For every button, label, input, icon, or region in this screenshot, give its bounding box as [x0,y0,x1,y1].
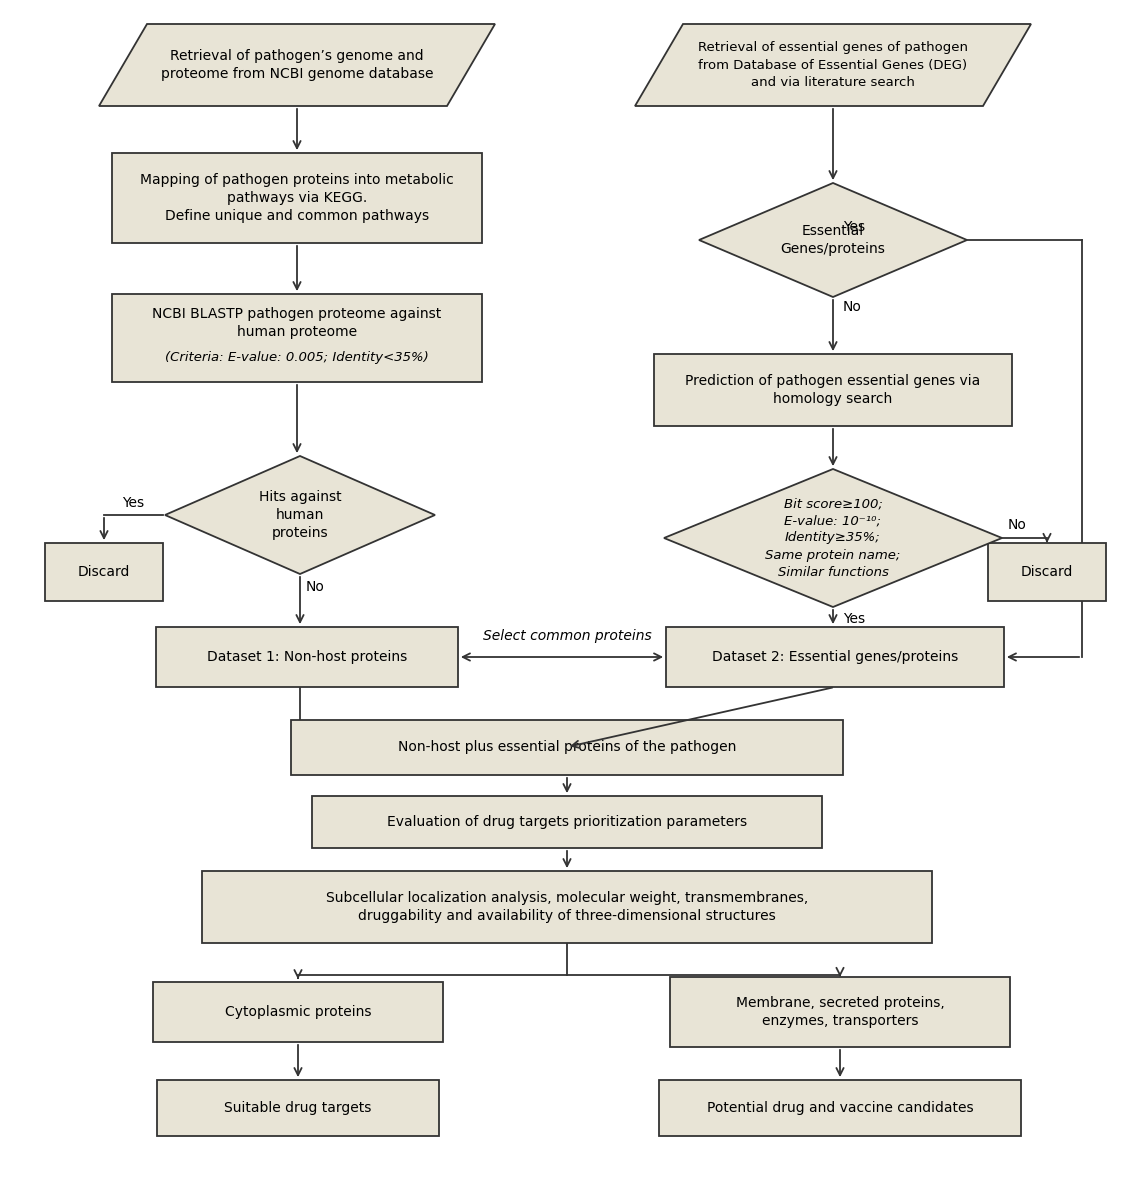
Text: Hits against
human
proteins: Hits against human proteins [258,489,341,540]
Text: Suitable drug targets: Suitable drug targets [224,1100,372,1115]
Text: Discard: Discard [1021,565,1073,579]
Bar [670,978,1010,1047]
Bar [666,626,1004,687]
Polygon shape [165,456,435,574]
Text: (Criteria: E-value: 0.005; Identity<35%): (Criteria: E-value: 0.005; Identity<35%) [165,351,429,364]
Text: Dataset 2: Essential genes/proteins: Dataset 2: Essential genes/proteins [712,650,959,664]
Text: Bit score≥100;
E-value: 10⁻¹⁰;
Identity≥35%;
Same protein name;
Similar function: Bit score≥100; E-value: 10⁻¹⁰; Identity≥… [765,498,901,578]
Text: No: No [1008,518,1026,532]
Bar [988,543,1106,600]
Bar [45,543,163,600]
Bar [312,795,823,847]
Text: Cytoplasmic proteins: Cytoplasmic proteins [224,1005,372,1019]
Bar [156,626,458,687]
Bar [654,353,1012,426]
Bar [202,871,932,943]
Text: Mapping of pathogen proteins into metabolic
pathways via KEGG.
Define unique and: Mapping of pathogen proteins into metabo… [140,173,454,223]
Text: Dataset 1: Non-host proteins: Dataset 1: Non-host proteins [207,650,407,664]
Text: Potential drug and vaccine candidates: Potential drug and vaccine candidates [707,1100,973,1115]
Text: Prediction of pathogen essential genes via
homology search: Prediction of pathogen essential genes v… [685,374,981,407]
Polygon shape [99,24,495,106]
Bar [153,982,443,1043]
Text: Retrieval of essential genes of pathogen
from Database of Essential Genes (DEG)
: Retrieval of essential genes of pathogen… [698,41,968,89]
Text: Yes: Yes [122,496,144,509]
Polygon shape [699,183,966,297]
Text: Retrieval of pathogen’s genome and
proteome from NCBI genome database: Retrieval of pathogen’s genome and prote… [161,48,433,82]
Text: No: No [306,580,325,595]
Text: Essential
Genes/proteins: Essential Genes/proteins [781,223,885,256]
Text: Non-host plus essential proteins of the pathogen: Non-host plus essential proteins of the … [398,740,736,754]
Text: Subcellular localization analysis, molecular weight, transmembranes,
druggabilit: Subcellular localization analysis, molec… [326,891,808,923]
Polygon shape [634,24,1031,106]
Bar [112,152,482,243]
Bar [291,720,843,774]
Bar [112,294,482,382]
Text: NCBI BLASTP pathogen proteome against
human proteome: NCBI BLASTP pathogen proteome against hu… [152,307,442,339]
Text: Discard: Discard [78,565,130,579]
Text: Membrane, secreted proteins,
enzymes, transporters: Membrane, secreted proteins, enzymes, tr… [735,995,945,1028]
Text: Evaluation of drug targets prioritization parameters: Evaluation of drug targets prioritizatio… [387,816,747,829]
Text: Yes: Yes [843,220,866,234]
Polygon shape [664,469,1002,608]
Text: Yes: Yes [843,612,866,626]
Text: No: No [843,300,862,314]
Text: Select common proteins: Select common proteins [483,629,651,643]
Bar [157,1080,438,1136]
Bar [659,1080,1021,1136]
